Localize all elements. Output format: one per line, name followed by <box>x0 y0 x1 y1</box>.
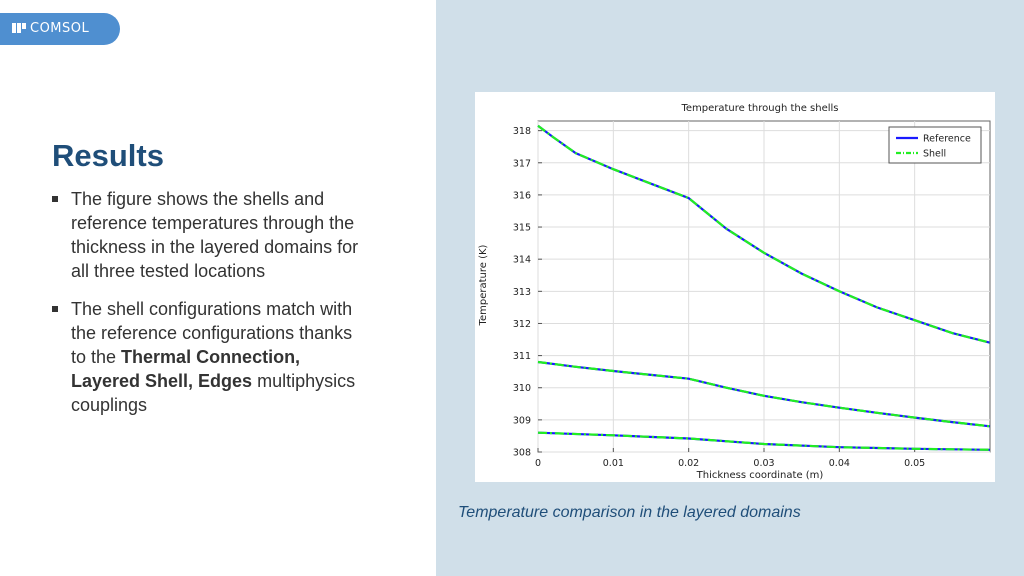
bullet-text-bold: Thermal Connection, Layered Shell, Edges <box>71 347 301 391</box>
y-tick-label: 313 <box>513 287 531 298</box>
chart-container: Temperature through the shells Thickness… <box>475 92 995 482</box>
x-tick-label: 0.03 <box>753 458 774 469</box>
comsol-logo: COMSOL <box>0 13 120 45</box>
y-tick-label: 310 <box>513 383 531 394</box>
y-tick-label: 317 <box>513 158 531 169</box>
comsol-logo-icon <box>12 23 26 33</box>
chart-ticks: 0 0.01 0.02 0.03 0.04 0.05 308 309 310 311 312 313 3… <box>513 126 925 469</box>
bullet-marker <box>52 196 58 202</box>
comsol-logo-text: COMSOL <box>30 21 90 36</box>
bullet-item: The figure shows the shells and referenc… <box>52 187 372 283</box>
temperature-chart: Temperature through the shells Thickness… <box>478 103 991 481</box>
figure-caption: Temperature comparison in the layered do… <box>458 504 801 521</box>
y-tick-label: 315 <box>513 223 531 234</box>
bullet-text: The figure shows the shells and referenc… <box>71 189 359 281</box>
shell-series-line <box>537 124 991 344</box>
bullet-text-before: The shell configurations match with the … <box>71 299 353 367</box>
bullet-item: The shell configurations match with the … <box>52 297 372 417</box>
legend-label: Reference <box>923 134 971 145</box>
bullet-text-after: multiphysics couplings <box>71 371 356 415</box>
chart-curves <box>537 124 991 451</box>
chart-grid <box>537 120 991 453</box>
x-tick-label: 0 <box>535 458 541 469</box>
y-tick-label: 309 <box>513 415 531 426</box>
chart-title: Temperature through the shells <box>680 103 838 114</box>
bullet-list: The figure shows the shells and referenc… <box>52 187 372 431</box>
chart-legend: Reference Shell <box>888 126 982 164</box>
y-tick-label: 318 <box>513 126 531 137</box>
x-tick-label: 0.05 <box>904 458 925 469</box>
y-tick-label: 312 <box>513 319 531 330</box>
x-tick-label: 0.04 <box>829 458 850 469</box>
x-tick-label: 0.01 <box>603 458 624 469</box>
y-axis-label: Temperature (K) <box>478 244 489 326</box>
y-tick-label: 314 <box>513 255 531 266</box>
slide-title: Results <box>52 138 164 173</box>
y-tick-label: 316 <box>513 190 531 201</box>
y-tick-label: 308 <box>513 448 531 459</box>
y-tick-label: 311 <box>513 351 531 362</box>
shell-series-line <box>537 360 991 428</box>
x-axis-label: Thickness coordinate (m) <box>696 470 824 481</box>
legend-box <box>888 126 982 164</box>
shell-series-line <box>537 431 991 451</box>
x-tick-label: 0.02 <box>678 458 699 469</box>
bullet-marker <box>52 306 58 312</box>
legend-label: Shell <box>923 149 946 160</box>
